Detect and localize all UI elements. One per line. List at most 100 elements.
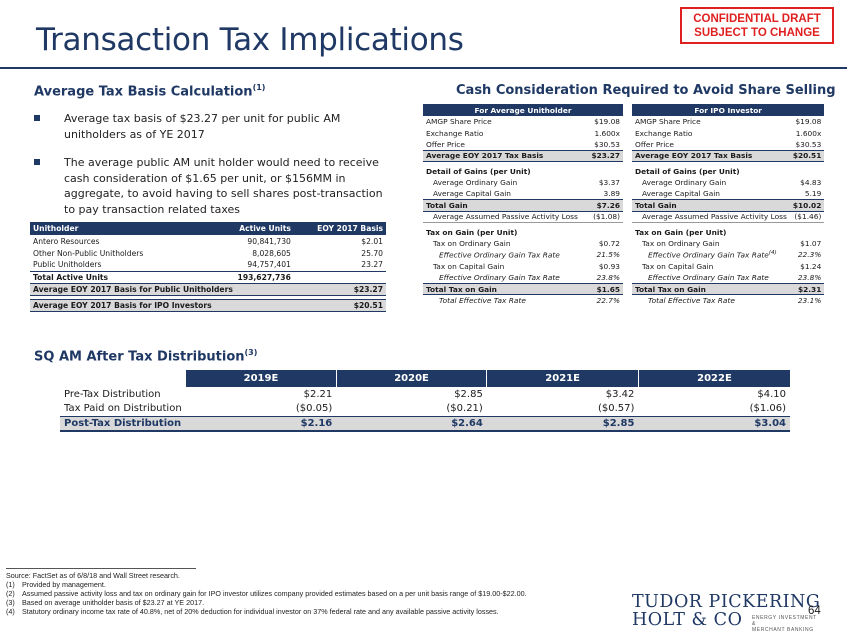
- cell: $19.08: [795, 117, 822, 127]
- cell: $1.24: [800, 261, 822, 271]
- table-row: Pre-Tax Distribution $2.21 $2.85 $3.42 $…: [60, 387, 790, 402]
- cell: Other Non-Public Unitholders: [33, 248, 144, 258]
- table-header: Unitholder Active Units EOY 2017 Basis: [30, 222, 386, 235]
- total-row: Post-Tax Distribution $2.16 $2.64 $2.85 …: [60, 415, 790, 432]
- highlight-row: Total Gain $7.26: [423, 199, 623, 212]
- table-row: Tax on Ordinary Gain $1.07: [632, 238, 824, 249]
- cell: Total Gain: [632, 199, 790, 212]
- footnote-ref-4: (4): [768, 250, 777, 257]
- bullet-square-icon: [34, 115, 40, 121]
- tax-basis-heading-text: Average Tax Basis Calculation: [34, 84, 253, 100]
- highlight-row: Total Gain $10.02: [632, 199, 825, 212]
- empty-header: [60, 370, 186, 387]
- cell: $4.83: [800, 178, 822, 188]
- table-row: Average Ordinary Gain $4.83: [632, 177, 824, 188]
- table-row: Average Assumed Passive Activity Loss ($1…: [632, 211, 824, 222]
- table-row: Total Effective Tax Rate 22.7%: [423, 295, 623, 306]
- table-row: Effective Ordinary Gain Tax Rate 23.8%: [423, 272, 623, 283]
- col-header: 2019E: [185, 370, 337, 387]
- footnote: (3) Based on average unitholder basis of …: [6, 598, 616, 607]
- footnote-ref-3: (3): [244, 348, 258, 357]
- table-row: Offer Price $30.53: [632, 139, 824, 150]
- cell: Effective Ordinary Gain Tax Rate(4): [632, 249, 790, 260]
- cell: $7.26: [587, 199, 623, 212]
- logo-line-2: HOLT & CO: [632, 610, 743, 630]
- cell: Public Unitholders: [33, 260, 102, 270]
- cell: ($0.57): [597, 403, 635, 414]
- cell: Tax on Capital Gain: [433, 261, 505, 271]
- footnote-text: Provided by management.: [22, 580, 106, 590]
- cell: $0.72: [598, 239, 620, 249]
- cell: $1.07: [800, 239, 822, 249]
- subheader-row: Detail of Gains (per Unit): [632, 166, 824, 177]
- cell: $30.53: [594, 139, 620, 149]
- cell: $20.51: [789, 149, 825, 163]
- ipo-investor-table: For IPO Investor AMGP Share Price $19.08 …: [632, 104, 825, 306]
- col-header: Active Units: [204, 222, 294, 235]
- cell: 25.70: [361, 248, 383, 258]
- cell: $3.04: [638, 415, 790, 432]
- table-row: Exchange Ratio 1.600x: [423, 127, 623, 138]
- cell: ($1.06): [749, 403, 786, 414]
- page-title: Transaction Tax Implications: [36, 22, 464, 58]
- cell: 3.89: [603, 189, 620, 199]
- cell: Tax on Ordinary Gain: [433, 239, 511, 249]
- table-row: Effective Ordinary Gain Tax Rate 21.5%: [423, 249, 623, 260]
- cell: $2.31: [789, 282, 825, 296]
- col-header: 2021E: [486, 370, 639, 387]
- cell: ($1.46): [794, 212, 822, 222]
- row-label: Pre-Tax Distribution: [64, 388, 161, 400]
- cell: Total Effective Tax Rate: [439, 296, 526, 306]
- cell: $1.65: [587, 282, 623, 296]
- cell: Total Active Units: [30, 270, 205, 283]
- cell: Tax on Gain (per Unit): [426, 227, 518, 237]
- stamp-line-1: CONFIDENTIAL DRAFT: [693, 13, 821, 25]
- sq-distribution-heading: SQ AM After Tax Distribution(3): [34, 348, 257, 364]
- cell: 193,627,736: [204, 270, 294, 283]
- cell: 22.3%: [797, 250, 822, 260]
- cell-text: Effective Ordinary Gain Tax Rate: [648, 250, 769, 260]
- source-note: Source: FactSet as of 6/8/18 and Wall St…: [6, 571, 180, 580]
- cell: Effective Ordinary Gain Tax Rate: [439, 273, 560, 283]
- footnote-text: Statutory ordinary income tax rate of 40…: [22, 607, 499, 617]
- footnote-key: (3): [6, 598, 15, 608]
- avg-unitholder-table: For Average Unitholder AMGP Share Price $…: [423, 104, 623, 306]
- footnote-key: (4): [6, 607, 15, 617]
- cell: Detail of Gains (per Unit): [426, 166, 531, 176]
- highlight-row: Average EOY 2017 Basis for Public Unitho…: [30, 282, 386, 296]
- table-row: Tax on Capital Gain $0.93: [423, 261, 623, 272]
- cell: Average Assumed Passive Activity Loss: [642, 212, 787, 222]
- cell: 1.600x: [795, 128, 822, 138]
- cell: 23.1%: [797, 296, 822, 306]
- cell: $20.51: [293, 298, 386, 312]
- footnotes: Source: FactSet as of 6/8/18 and Wall St…: [6, 571, 616, 616]
- stamp-line-2: SUBJECT TO CHANGE: [694, 27, 820, 39]
- spacer: [632, 222, 825, 227]
- footnote: (2) Assumed passive activity loss and tax…: [6, 589, 616, 598]
- table-row: Average Capital Gain 3.89: [423, 188, 623, 199]
- table-row: Tax on Ordinary Gain $0.72: [423, 238, 623, 249]
- row-label: Tax Paid on Distribution: [64, 403, 182, 414]
- table-row: AMGP Share Price $19.08: [423, 116, 623, 127]
- cell: Effective Ordinary Gain Tax Rate: [648, 273, 769, 283]
- cell: Total Gain: [423, 199, 588, 212]
- cell: Antero Resources: [33, 236, 100, 246]
- footnote-ref-1: (1): [252, 83, 266, 92]
- spacer: [423, 222, 623, 227]
- cell: Tax on Gain (per Unit): [635, 227, 727, 237]
- cell: Average EOY 2017 Tax Basis: [423, 149, 588, 163]
- logo-line-1: TUDOR PICKERING: [632, 592, 821, 612]
- cell: $2.21: [303, 388, 333, 400]
- unitholder-table: Unitholder Active Units EOY 2017 Basis A…: [30, 222, 386, 312]
- bullet-1: Average tax basis of $23.27 per unit for…: [34, 111, 394, 143]
- cell: $2.64: [336, 415, 487, 432]
- footnote-text: Based on average unitholder basis of $23…: [22, 598, 205, 608]
- col-header: For IPO Investor: [632, 104, 825, 116]
- table-row: Average Ordinary Gain $3.37: [423, 177, 623, 188]
- total-row: Total Active Units 193,627,736: [30, 270, 386, 283]
- logo-tagline-1: ENERGY INVESTMENT &: [752, 615, 817, 627]
- cell: Exchange Ratio: [635, 128, 693, 138]
- table-row: Tax Paid on Distribution ($0.05) ($0.21)…: [60, 402, 790, 417]
- table-header: 2019E 2020E 2021E 2022E: [60, 370, 790, 387]
- cell: Average Capital Gain: [433, 189, 511, 199]
